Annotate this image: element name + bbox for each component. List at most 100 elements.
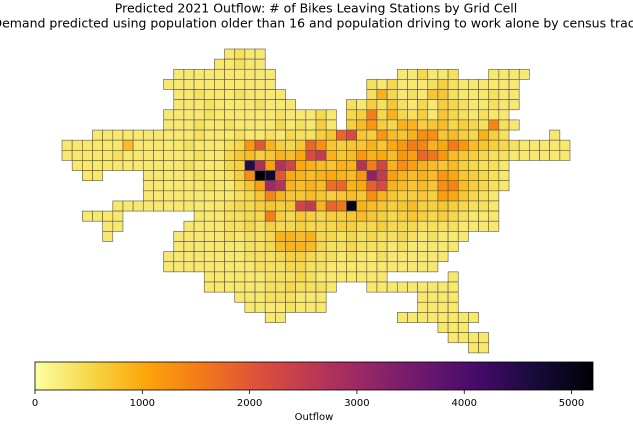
grid-cell: [437, 89, 449, 100]
grid-cell: [346, 99, 357, 111]
grid-cell: [478, 160, 490, 171]
grid-cell: [203, 150, 215, 161]
grid-cell: [457, 129, 469, 141]
grid-cell: [203, 139, 215, 151]
grid-cell: [305, 150, 317, 161]
grid-cell: [478, 89, 490, 100]
grid-cell: [376, 281, 388, 293]
grid-cell: [498, 180, 510, 192]
grid-cell: [386, 160, 398, 171]
grid-cell: [396, 312, 408, 323]
grid-cell: [214, 79, 225, 90]
grid-cell: [437, 129, 449, 141]
grid-cell: [346, 210, 357, 222]
grid-cell: [264, 139, 276, 151]
grid-cell: [173, 119, 185, 131]
grid-cell: [437, 160, 449, 171]
grid-cell: [214, 139, 225, 151]
grid-cell: [234, 68, 246, 80]
grid-cell: [254, 180, 266, 192]
grid-cell: [153, 139, 164, 151]
grid-cell: [163, 119, 175, 131]
grid-cell: [447, 89, 459, 100]
grid-cell: [437, 170, 449, 181]
grid-cell: [437, 139, 449, 151]
grid-cell: [396, 200, 408, 212]
grid-cell: [305, 139, 317, 151]
grid-cell: [457, 322, 469, 333]
grid-cell: [163, 129, 175, 141]
grid-cell: [437, 190, 449, 202]
grid-cell: [447, 79, 459, 90]
grid-cell: [153, 160, 164, 171]
grid-cell: [468, 180, 479, 192]
grid-cell: [203, 281, 215, 293]
grid-cell: [264, 129, 276, 141]
grid-cell: [183, 160, 195, 171]
grid-cell: [244, 170, 256, 181]
grid-cell: [92, 160, 103, 171]
grid-cell: [356, 220, 368, 232]
grid-cell: [396, 139, 408, 151]
grid-cell: [305, 301, 317, 313]
grid-cell: [183, 89, 195, 100]
grid-cell: [193, 89, 205, 100]
grid-cell: [295, 160, 307, 171]
grid-cell: [427, 251, 439, 263]
grid-cell: [285, 109, 296, 121]
grid-cell: [346, 170, 357, 181]
grid-cell: [356, 129, 368, 141]
grid-cell: [488, 200, 500, 212]
grid-cell: [407, 139, 418, 151]
grid-cell: [447, 150, 459, 161]
grid-cell: [376, 190, 388, 202]
grid-cell: [244, 139, 256, 151]
grid-cell: [447, 332, 459, 344]
grid-cell: [183, 170, 195, 181]
grid-cell: [183, 79, 195, 90]
grid-cell: [396, 210, 408, 222]
grid-cell: [173, 241, 185, 252]
grid-cell: [254, 261, 266, 273]
grid-cell: [102, 220, 114, 232]
grid-cell: [407, 170, 418, 181]
grid-cell: [275, 312, 286, 323]
grid-cell: [549, 129, 561, 141]
grid-cell: [315, 301, 327, 313]
grid-cell: [305, 241, 317, 252]
grid-cell: [264, 210, 276, 222]
grid-cell: [264, 291, 276, 303]
grid-cell: [468, 139, 479, 151]
grid-cell: [142, 170, 154, 181]
grid-cell: [437, 281, 449, 293]
grid-cell: [376, 241, 388, 252]
grid-cell: [244, 291, 256, 303]
grid-cell: [275, 231, 286, 242]
grid-cell: [275, 271, 286, 283]
grid-cell: [498, 89, 510, 100]
colorbar-tick-label: 2000: [237, 398, 262, 409]
grid-cell: [478, 200, 490, 212]
grid-cell: [407, 129, 418, 141]
grid-cell: [417, 119, 429, 131]
grid-cell: [244, 58, 256, 70]
grid-cell: [376, 79, 388, 90]
grid-cell: [224, 99, 236, 111]
grid-cell: [183, 68, 195, 80]
grid-cell: [173, 180, 185, 192]
grid-cell: [173, 129, 185, 141]
grid-cell: [295, 200, 307, 212]
grid-cell: [295, 291, 307, 303]
grid-cell: [508, 68, 520, 80]
grid-cell: [254, 99, 266, 111]
grid-cell: [295, 109, 307, 121]
grid-cell: [498, 129, 510, 141]
grid-cell: [285, 261, 296, 273]
grid-cell: [498, 109, 510, 121]
grid-cell: [193, 261, 205, 273]
grid-cell: [132, 150, 144, 161]
grid-cell: [244, 79, 256, 90]
grid-cell: [508, 150, 520, 161]
grid-cell: [285, 231, 296, 242]
grid-cell: [285, 99, 296, 111]
